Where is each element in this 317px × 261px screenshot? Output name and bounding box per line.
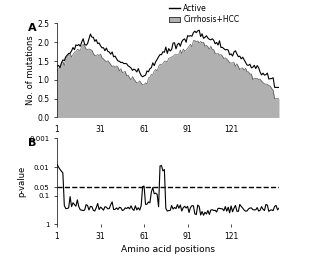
Legend: Active, Cirrhosis+HCC: Active, Cirrhosis+HCC [169,4,239,24]
Text: B: B [28,138,36,148]
Y-axis label: No. of mutations: No. of mutations [25,35,35,105]
Y-axis label: p-value: p-value [17,166,26,197]
Text: A: A [28,23,37,33]
X-axis label: Amino acid positions: Amino acid positions [121,245,215,254]
